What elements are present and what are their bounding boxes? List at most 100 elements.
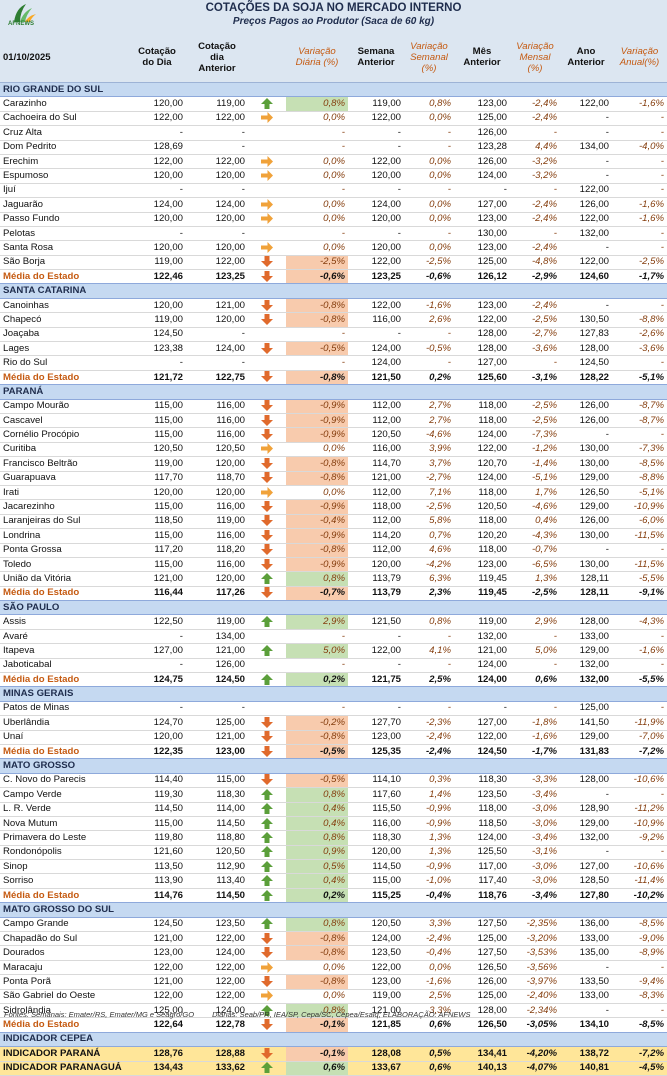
location: Curitiba [0, 442, 128, 458]
cell: -0,8% [286, 370, 348, 386]
cell: -0,8% [286, 471, 348, 486]
cell: - [560, 787, 612, 803]
cell: 1,7% [510, 485, 560, 501]
cell: - [404, 658, 454, 674]
location: C. Novo do Parecis [0, 773, 128, 789]
cell: - [186, 355, 248, 371]
data-row: L. R. Verde 114,50 114,00 0,4% 115,50 -0,9% 11… [0, 802, 667, 817]
location: INDICADOR PARANÁ [0, 1046, 128, 1062]
trend-arrow [261, 587, 273, 599]
cell: 128,00 [560, 341, 612, 357]
cell: 0,2% [286, 672, 348, 688]
cell: 121,00 [186, 298, 248, 314]
cell: 0,0% [404, 212, 454, 227]
cell: 122,75 [186, 370, 248, 386]
section-title: PARANÁ [0, 384, 667, 400]
cell: 118,30 [186, 787, 248, 803]
trend-cell [248, 960, 286, 976]
cell: 0,0% [286, 989, 348, 1005]
cell: - [186, 701, 248, 717]
cell: 0,9% [286, 845, 348, 861]
cell: 0,0% [404, 960, 454, 976]
trend-cell [248, 96, 286, 112]
cell: 120,00 [186, 312, 248, 328]
cell: 0,8% [404, 96, 454, 112]
trend-cell [248, 744, 286, 760]
cell: 124,00 [348, 341, 404, 357]
cell: 2,9% [286, 614, 348, 630]
cell: 120,50 [454, 499, 510, 515]
cell: 113,79 [348, 586, 404, 602]
cell: 123,50 [186, 917, 248, 933]
cell: 131,83 [560, 744, 612, 760]
cell: 124,00 [454, 830, 510, 846]
cell: - [612, 658, 667, 674]
cell: 4,4% [510, 140, 560, 155]
cell: -3,56% [510, 960, 560, 976]
cell: - [560, 1003, 612, 1019]
cell: -1,6% [612, 96, 667, 112]
cell: 117,40 [454, 873, 510, 889]
arrow-shape [261, 990, 273, 1002]
trend-arrow [261, 558, 273, 570]
trend-cell [248, 399, 286, 414]
trend-arrow [261, 990, 273, 1002]
cell: 116,00 [186, 413, 248, 429]
location: Carazinho [0, 96, 128, 112]
cell: -3,0% [510, 802, 560, 817]
data-row: Dourados 123,00 124,00 -0,8% 123,50 -0,4% 127,… [0, 945, 667, 961]
trend-arrow [261, 831, 273, 843]
cell: 124,00 [186, 945, 248, 961]
cell: 0,4% [510, 514, 560, 530]
cell: -0,1% [286, 1017, 348, 1033]
cell: 118,76 [454, 888, 510, 904]
cell: 114,10 [348, 773, 404, 789]
cell: 2,6% [404, 312, 454, 328]
section-row: INDICADOR CEPEA [0, 1032, 667, 1048]
cell: 1,4% [404, 787, 454, 803]
trend-arrow [261, 716, 273, 728]
cell: 122,64 [128, 1017, 186, 1033]
cell: 122,00 [348, 960, 404, 976]
cell: 136,00 [560, 917, 612, 933]
data-row: Dom Pedrito 128,69- - - -123,28 4,4% 134,00 -4,… [0, 140, 667, 155]
data-row: Rio do Sul - - -124,00-127,00-124,50- [0, 355, 667, 371]
cell: -4,0% [612, 140, 667, 155]
cell: 123,25 [186, 269, 248, 285]
cell: - [612, 960, 667, 976]
cell: 128,00 [454, 327, 510, 343]
cell: 118,00 [454, 485, 510, 501]
cell: - [404, 140, 454, 155]
cell: 2,7% [404, 413, 454, 429]
cell: 127,00 [128, 643, 186, 659]
cell: 112,90 [186, 859, 248, 875]
cell: 124,00 [348, 197, 404, 213]
cell: 130,50 [560, 312, 612, 328]
cell: -0,8% [286, 730, 348, 745]
cell: - [612, 298, 667, 314]
data-row: União da Vitória 121,00 120,00 0,8% 113,79 6,… [0, 571, 667, 587]
arrow-shape [261, 1047, 273, 1059]
trend-cell [248, 197, 286, 213]
cell: 120,00 [128, 96, 186, 112]
location: Guarapuava [0, 471, 128, 486]
cell: 0,7% [404, 528, 454, 544]
cell: 116,00 [348, 312, 404, 328]
cell: 0,6% [286, 1061, 348, 1076]
cell: 130,00 [454, 226, 510, 242]
cell: 1,3% [404, 830, 454, 846]
cell: 120,50 [186, 845, 248, 861]
trend-arrow [261, 889, 273, 901]
cell: 120,50 [348, 427, 404, 443]
location: Espumoso [0, 168, 128, 184]
cell: 126,00 [186, 658, 248, 674]
trend-cell [248, 643, 286, 659]
section-title: INDICADOR CEPEA [0, 1032, 667, 1048]
cell: - [286, 658, 348, 674]
cell: -0,8% [286, 974, 348, 990]
data-row: Ijuí - - - - - - -122,00- [0, 183, 667, 199]
cell: 5,0% [510, 643, 560, 659]
cell: 120,50 [348, 917, 404, 933]
arrow-shape [261, 788, 273, 800]
cell: 116,00 [186, 557, 248, 573]
